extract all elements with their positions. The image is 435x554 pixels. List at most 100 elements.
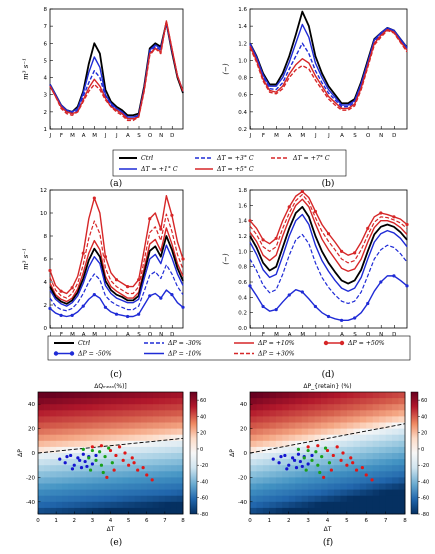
heatmap-cell [250, 392, 257, 399]
heatmap-cell [134, 495, 142, 503]
heatmap-cell [288, 507, 296, 515]
heatmap-cell [134, 446, 142, 454]
y-tick-label-c: 10 [40, 211, 47, 217]
heatmap-cell [56, 453, 63, 460]
heatmap-cell [38, 501, 45, 509]
heatmap-cell [62, 501, 69, 509]
series-marker-d [326, 232, 331, 236]
x-tick-label-e: 5 [127, 518, 131, 524]
heatmap-cell [250, 404, 257, 411]
heatmap-cell [98, 440, 105, 448]
legend-precipitation-marker [53, 351, 59, 356]
heatmap-cell [372, 453, 380, 460]
heatmap-cell [134, 440, 142, 448]
heatmap-cell [398, 465, 406, 472]
heatmap-cell [38, 453, 45, 460]
heatmap-cell [164, 483, 172, 490]
heatmap-cell [321, 489, 328, 497]
plot-frame-c [49, 189, 184, 329]
heatmap-cell [152, 404, 160, 411]
series-marker-d [353, 316, 357, 320]
heatmap-cell [158, 459, 166, 466]
heatmap-cell [146, 404, 154, 411]
heatmap-cell [282, 404, 290, 411]
heatmap-cell [308, 410, 315, 417]
heatmap-cell [86, 428, 93, 436]
y-tick-label-d: 1.8 [238, 188, 247, 194]
heatmap-cell [398, 459, 406, 466]
heatmap-cell [104, 446, 111, 454]
y-tick-label-e: 0 [32, 451, 36, 457]
heatmap-cell [68, 446, 75, 454]
heatmap-cell [140, 398, 148, 405]
heatmap-cell [104, 465, 111, 472]
heatmap-cell [92, 440, 99, 448]
heatmap-cell [80, 495, 87, 503]
heatmap-cell [134, 507, 142, 515]
heatmap-cell [340, 477, 348, 484]
scatter-point-red [127, 463, 131, 467]
heatmap-cell [250, 501, 257, 509]
series-marker-c [148, 217, 152, 221]
heatmap-cell [104, 489, 111, 497]
x-tick-label-f: 8 [403, 518, 407, 524]
heatmap-cell [140, 501, 148, 509]
heatmap-cell [158, 483, 166, 490]
x-tick-label-d: J [327, 332, 330, 338]
heatmap-cell [275, 398, 283, 405]
heatmap-cell [116, 501, 123, 509]
y-tick-label-f: 40 [240, 402, 247, 408]
heatmap-cell [50, 428, 57, 436]
heatmap-cell [146, 410, 154, 417]
heatmap-cell [269, 434, 277, 442]
heatmap-cell [288, 483, 296, 490]
heatmap-cell [295, 410, 303, 417]
heatmap-cell [62, 416, 69, 423]
series-marker-c [103, 305, 108, 309]
heatmap-cell [353, 471, 361, 478]
heatmap-cell [158, 434, 166, 442]
heatmap-cell [288, 501, 296, 509]
y-tick-label-d: 0.6 [238, 280, 247, 286]
heatmap-cell [346, 440, 354, 448]
heatmap-cell [128, 416, 136, 423]
heatmap-cell [116, 471, 123, 478]
heatmap-cell [385, 398, 393, 405]
heatmap-cell [80, 398, 87, 405]
heatmap-cell [398, 489, 406, 497]
heatmap-cell [398, 410, 406, 417]
heatmap-cell [314, 434, 322, 442]
heatmap-cell [346, 404, 354, 411]
scatter-point-green [87, 456, 91, 460]
scatter-point-red [360, 466, 364, 470]
heatmap-cell [250, 428, 257, 436]
panel-label-c: (c) [110, 369, 122, 380]
heatmap-cell [327, 410, 335, 417]
heatmap-cell [321, 471, 328, 478]
heatmap-cell [366, 477, 374, 484]
heatmap-cell [128, 471, 136, 478]
heatmap-cell [301, 501, 309, 509]
heatmap-cell [140, 434, 148, 442]
heatmap-cell [80, 507, 87, 515]
heatmap-cell [340, 471, 348, 478]
heatmap-cell [74, 434, 81, 442]
heatmap-cell [314, 453, 322, 460]
heatmap-cell [50, 398, 57, 405]
heatmap-cell [321, 501, 328, 509]
x-tick-label-e: 1 [54, 518, 58, 524]
y-tick-label-d: 0.8 [238, 265, 247, 271]
heatmap-cell [68, 434, 75, 442]
heatmap-cell [392, 392, 399, 399]
x-tick-label-a: M [92, 133, 97, 139]
heatmap-cell [104, 398, 111, 405]
heatmap-cell [122, 416, 130, 423]
heatmap-cell [333, 398, 341, 405]
heatmap-cell [262, 453, 270, 460]
heatmap-cell [104, 477, 111, 484]
heatmap-cell [295, 489, 303, 497]
heatmap-cell [340, 392, 348, 399]
heatmap-cell [140, 489, 148, 497]
heatmap-cell [152, 416, 160, 423]
heatmap-cell [74, 489, 81, 497]
